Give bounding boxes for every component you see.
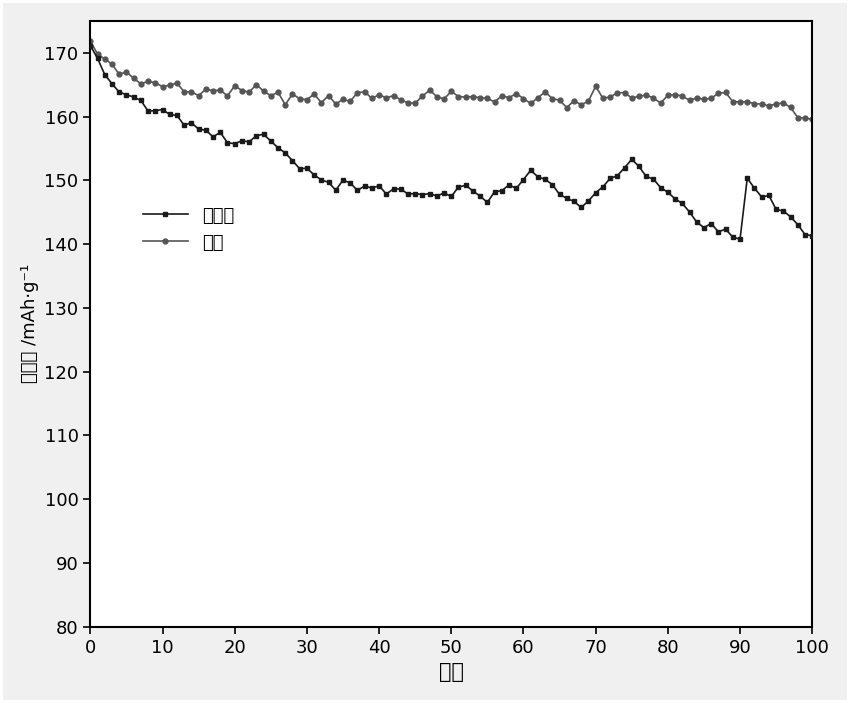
X-axis label: 周期: 周期: [439, 662, 464, 682]
包覆: [591, 82, 601, 91]
未包覆: [591, 188, 601, 197]
包覆: [136, 79, 146, 88]
未包覆: [85, 41, 95, 50]
包覆: [266, 91, 276, 100]
包覆: [417, 92, 428, 101]
未包覆: [417, 191, 428, 199]
Line: 包覆: 包覆: [88, 39, 814, 122]
未包覆: [136, 96, 146, 105]
未包覆: [266, 137, 276, 146]
未包覆: [808, 231, 818, 240]
包覆: [626, 93, 637, 102]
未包覆: [626, 155, 637, 164]
未包覆: [735, 235, 745, 243]
包覆: [85, 37, 95, 45]
包覆: [808, 115, 818, 124]
Legend: 未包覆, 包覆: 未包覆, 包覆: [135, 200, 241, 259]
包覆: [518, 94, 529, 103]
Y-axis label: 比容量 /mAh·g⁻¹: 比容量 /mAh·g⁻¹: [21, 264, 39, 383]
Line: 未包覆: 未包覆: [88, 43, 814, 242]
未包覆: [518, 175, 529, 183]
